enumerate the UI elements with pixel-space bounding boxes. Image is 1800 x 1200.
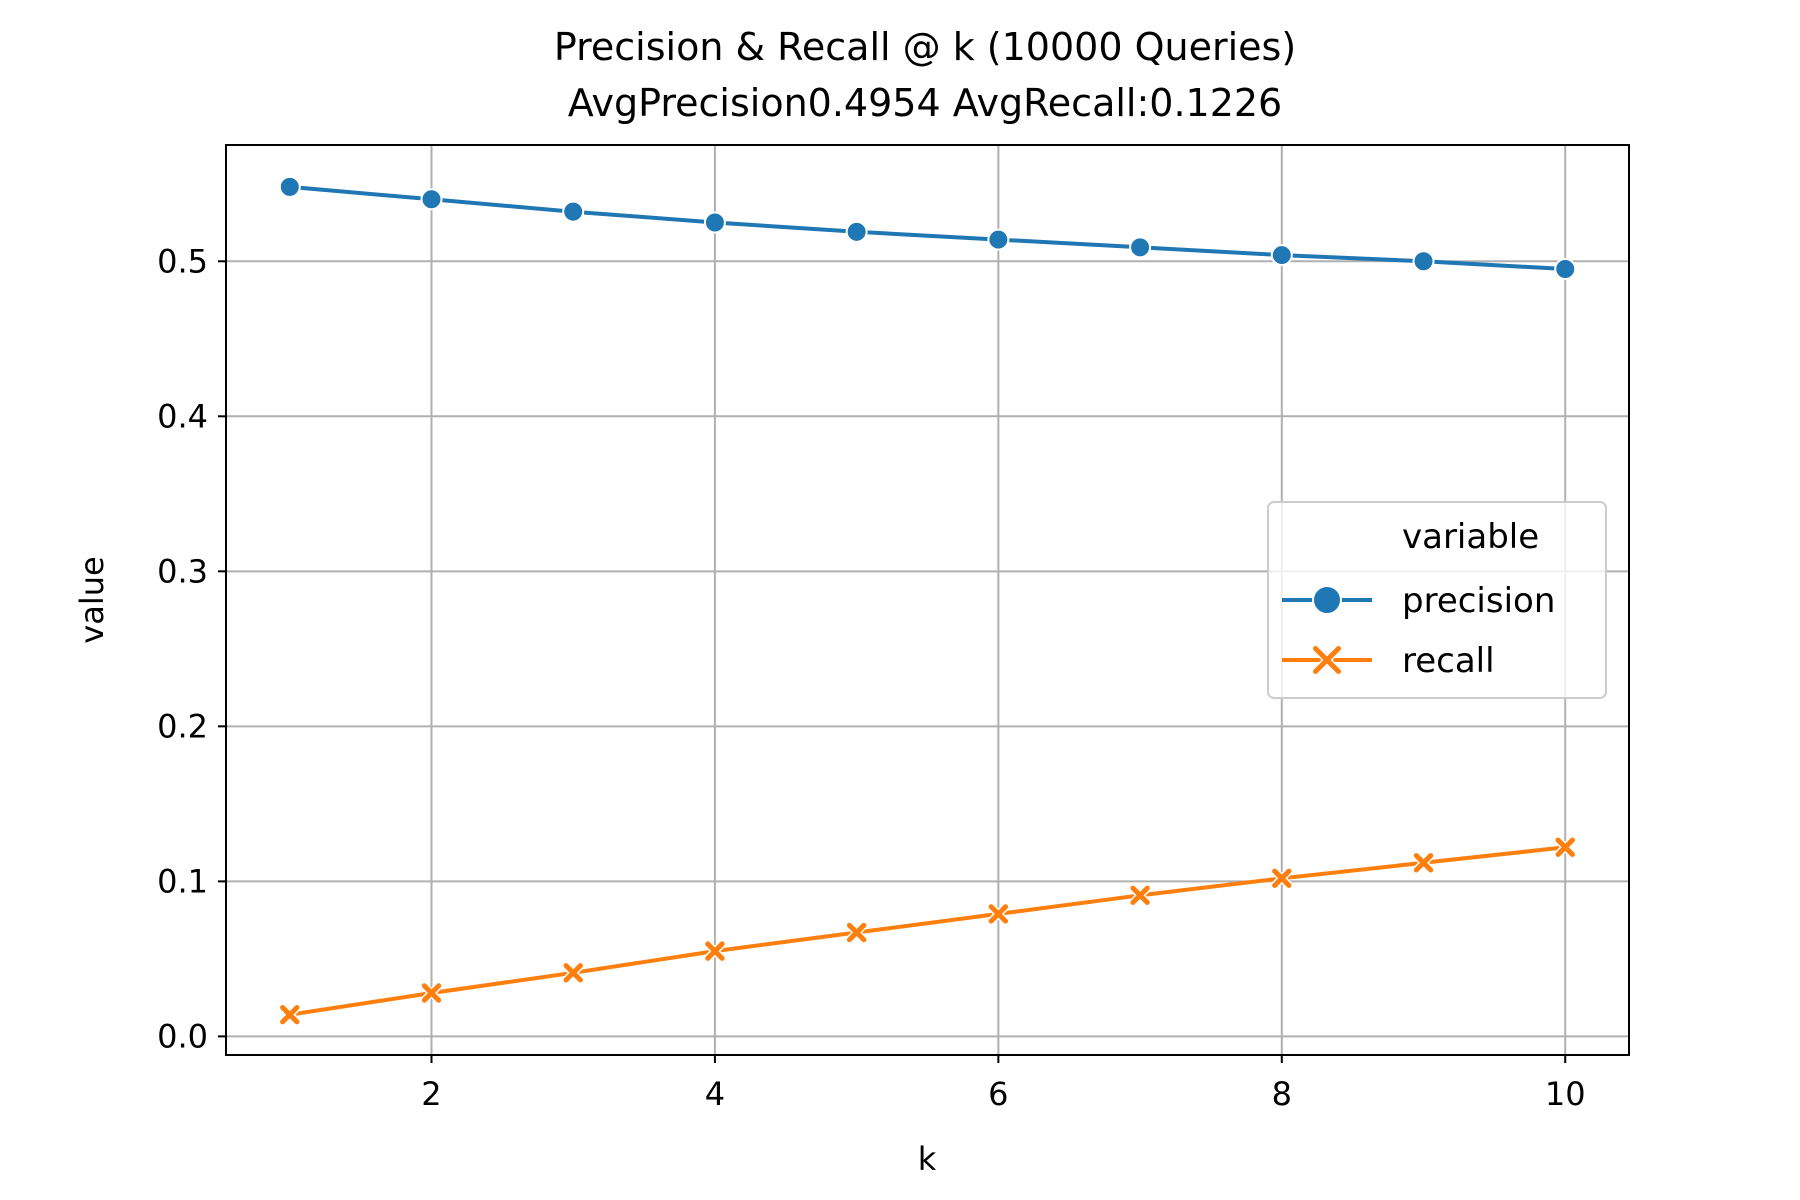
- plot-frame: [225, 144, 1630, 1056]
- legend-label: recall: [1402, 641, 1495, 681]
- precision-point: [845, 220, 868, 243]
- recall-point: [1412, 851, 1435, 874]
- recall-point: [1128, 884, 1152, 907]
- legend-marker: [1311, 644, 1343, 676]
- x-tick-label: 6: [988, 1075, 1008, 1113]
- y-tick-label: 0.2: [157, 707, 208, 745]
- tick-labels: 2 4 6 8 10 0.0 0.1 0.2 0.3 0.4 0.5: [157, 242, 1585, 1113]
- precision-line: [287, 184, 1568, 271]
- precision-point: [562, 200, 585, 223]
- chart-subtitle: AvgPrecision0.4954 AvgRecall:0.1226: [568, 81, 1283, 125]
- chart-title: Precision & Recall @ k (10000 Queries): [554, 25, 1296, 69]
- recall-point: [845, 921, 868, 944]
- precision-point: [420, 188, 443, 211]
- y-tick-label: 0.4: [157, 397, 208, 435]
- legend-item-recall: recall: [1282, 641, 1495, 681]
- legend: variable precision recall: [1267, 501, 1607, 699]
- precision-point: [1554, 258, 1577, 281]
- y-tick-label: 0.5: [157, 242, 208, 280]
- x-tick-label: 10: [1545, 1075, 1586, 1113]
- recall-point: [1554, 836, 1577, 859]
- recall-point: [562, 961, 585, 985]
- precision-point: [1270, 244, 1293, 267]
- series-recall: [278, 836, 1577, 1026]
- legend-marker: [1312, 585, 1342, 615]
- y-axis-label: value: [73, 556, 111, 643]
- series-layer: [278, 175, 1577, 1026]
- y-tick-label: 0.3: [157, 552, 208, 590]
- recall-line: [287, 845, 1568, 1017]
- x-tick-label: 8: [1272, 1075, 1292, 1113]
- precision-point: [278, 175, 301, 198]
- legend-label: precision: [1402, 581, 1555, 621]
- x-tick-label: 4: [705, 1075, 725, 1113]
- precision-point: [1129, 236, 1152, 259]
- series-precision: [278, 175, 1577, 281]
- precision-point: [1412, 250, 1435, 273]
- x-axis-label: k: [918, 1140, 937, 1178]
- recall-point: [1270, 867, 1293, 890]
- y-tick-label: 0.1: [157, 862, 208, 900]
- y-tick-label: 0.0: [157, 1017, 208, 1055]
- precision-point: [703, 211, 726, 234]
- recall-point: [703, 939, 727, 963]
- legend-title: variable: [1402, 517, 1539, 557]
- recall-point: [420, 981, 443, 1005]
- legend-item-precision: precision: [1282, 581, 1555, 621]
- x-tick-label: 2: [421, 1075, 441, 1113]
- recall-point: [987, 902, 1010, 926]
- precision-point: [987, 228, 1010, 251]
- legend-box: [1267, 501, 1607, 699]
- recall-point: [278, 1003, 301, 1026]
